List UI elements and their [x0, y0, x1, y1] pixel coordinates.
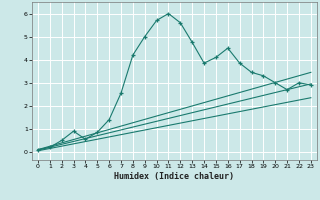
X-axis label: Humidex (Indice chaleur): Humidex (Indice chaleur) [115, 172, 234, 181]
